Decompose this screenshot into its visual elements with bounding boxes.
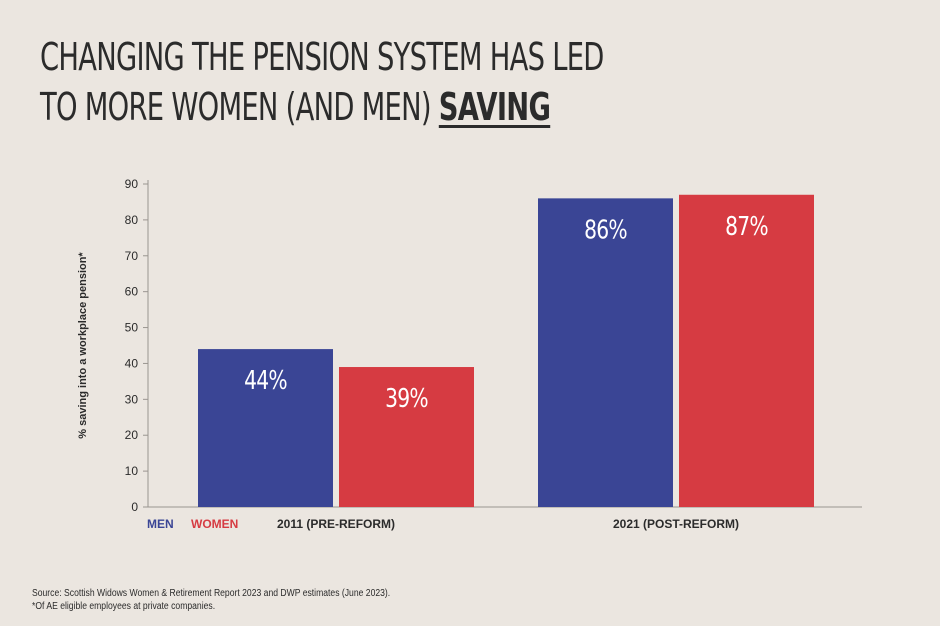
- y-tick-label: 10: [125, 464, 139, 478]
- footnote: *Of AE eligible employees at private com…: [32, 601, 216, 612]
- bar-chart: 0 10 20 30 40 50 60 70 80 90 % saving into a workp…: [77, 177, 862, 531]
- title-emphasis: SAVING: [438, 85, 551, 129]
- x-category-label: 2021 (POST-REFORM): [613, 517, 739, 531]
- y-tick-label: 0: [131, 500, 138, 514]
- title-line-2-text: TO MORE WOMEN (AND MEN): [40, 85, 439, 129]
- y-tick-label: 60: [125, 285, 139, 299]
- bar-men-0: [198, 349, 333, 507]
- bar-value-label: 39%: [385, 384, 428, 414]
- chart-title: CHANGING THE PENSION SYSTEM HAS LED TO M…: [40, 32, 604, 132]
- y-tick-label: 70: [125, 249, 139, 263]
- x-category-label: 2011 (PRE-REFORM): [277, 517, 395, 531]
- y-tick-label: 80: [125, 213, 139, 227]
- footer: Source: Scottish Widows Women & Retireme…: [32, 587, 390, 613]
- y-axis-label: % saving into a workplace pension*: [77, 252, 89, 439]
- y-tick-label: 90: [125, 177, 139, 191]
- title-line-1: CHANGING THE PENSION SYSTEM HAS LED: [40, 35, 604, 79]
- y-tick-label: 20: [125, 428, 139, 442]
- y-tick-label: 30: [125, 392, 139, 406]
- title-line-2: TO MORE WOMEN (AND MEN) SAVING: [40, 82, 604, 132]
- bar-men-1: [538, 198, 673, 507]
- bar-women-1: [679, 194, 814, 507]
- bar-value-label: 44%: [244, 366, 287, 396]
- y-tick-label: 50: [125, 321, 139, 335]
- y-tick-label: 40: [125, 356, 139, 370]
- bar-value-label: 87%: [725, 211, 768, 241]
- bar-women-0: [339, 367, 474, 507]
- legend-women: WOMEN: [191, 517, 238, 531]
- bar-value-label: 86%: [584, 215, 627, 245]
- source-note: Source: Scottish Widows Women & Retireme…: [32, 588, 391, 599]
- legend-men: MEN: [147, 517, 174, 531]
